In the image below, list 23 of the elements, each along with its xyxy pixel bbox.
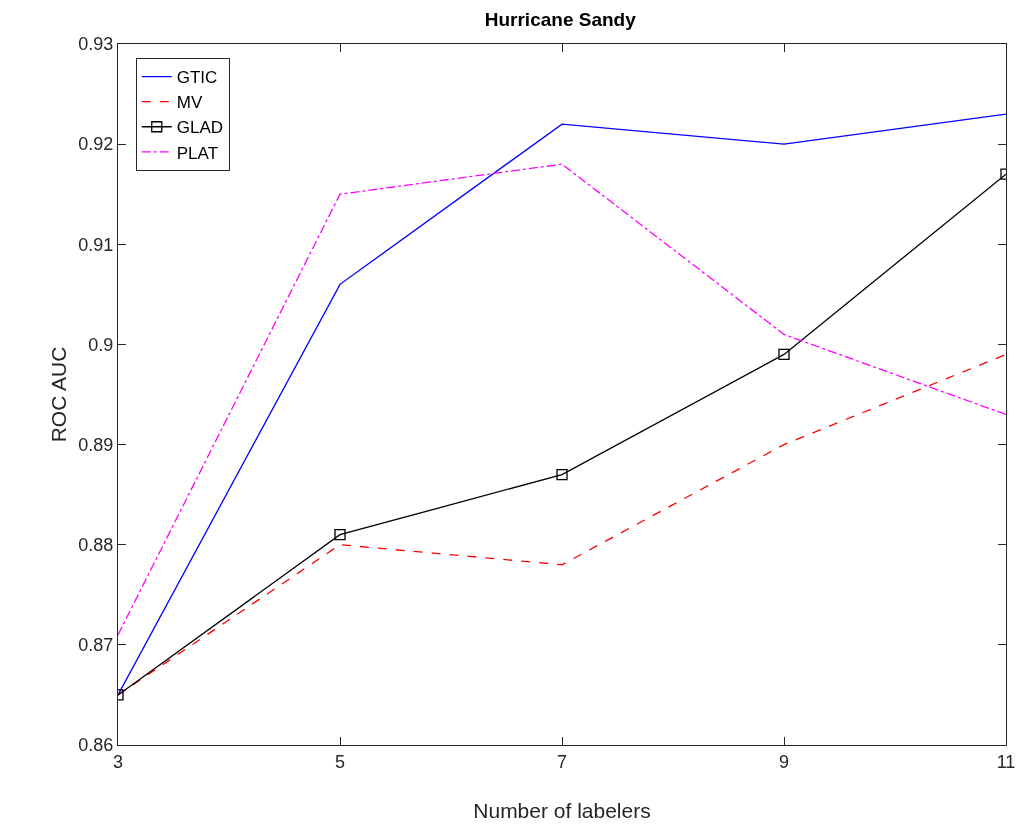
y-tick-label: 0.89 <box>78 434 114 455</box>
y-tick-label: 0.9 <box>88 334 114 355</box>
legend-label: GTIC <box>176 68 218 88</box>
x-tick-label: 9 <box>778 751 790 772</box>
y-tick-label: 0.93 <box>78 34 114 55</box>
y-tick-label: 0.88 <box>78 535 114 556</box>
point <box>778 348 790 361</box>
point <box>556 468 568 481</box>
x-axis-title: Number of labelers <box>473 799 651 822</box>
x-tick-label: 3 <box>112 751 124 772</box>
x-tick-label: 11 <box>996 751 1016 772</box>
chart-title: Hurricane Sandy <box>484 8 637 30</box>
y-tick-label: 0.86 <box>78 735 114 756</box>
y-axis-title: ROC AUC <box>47 346 70 443</box>
y-tick-label: 0.92 <box>78 134 114 155</box>
y-tick-label: 0.91 <box>78 234 114 255</box>
point <box>334 529 346 541</box>
legend-label: GLAD <box>176 118 224 138</box>
legend-label: PLAT <box>176 143 219 163</box>
x-tick-label: 5 <box>334 751 346 772</box>
x-tick-label: 7 <box>556 751 568 772</box>
legend-label: MV <box>176 93 203 113</box>
y-tick-label: 0.87 <box>78 635 114 656</box>
